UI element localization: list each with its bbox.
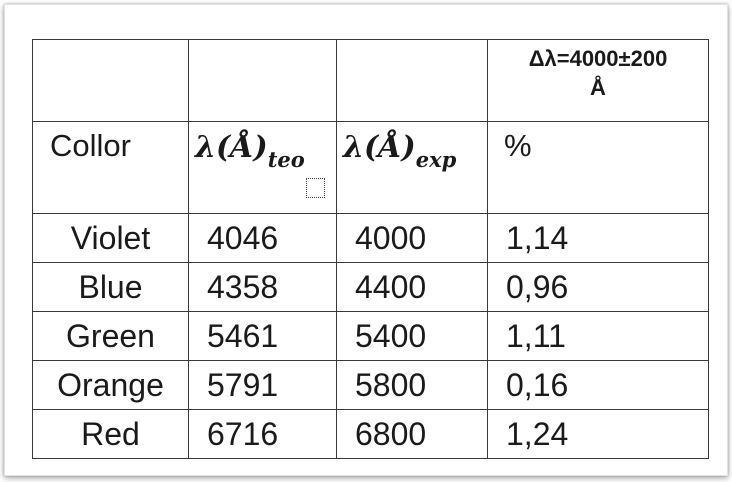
color-cell: Green [32, 311, 189, 361]
exp-cell: 5800 [336, 360, 488, 410]
percent-cell: 1,14 [487, 213, 709, 263]
table-row: Red 6716 6800 1,24 [32, 409, 709, 459]
color-cell: Orange [32, 360, 189, 410]
exp-cell: 4000 [336, 213, 488, 263]
teo-cell: 5791 [188, 360, 337, 410]
column-header-color: Collor [32, 121, 189, 214]
table-row: Violet 4046 4000 1,14 [32, 213, 709, 263]
lambda-teo-symbol: λ(Å) [195, 130, 268, 165]
exp-cell: 6800 [336, 409, 488, 459]
lambda-exp-subscript: exp [415, 147, 457, 172]
lambda-exp-symbol: λ(Å) [343, 130, 416, 165]
teo-cell: 6716 [188, 409, 337, 459]
empty-cell [32, 39, 189, 122]
color-cell: Blue [32, 262, 189, 312]
column-header-percent: % [487, 121, 709, 214]
column-header-lambda-teo: λ(Å)teo [188, 121, 337, 214]
document-frame: Δλ=4000±200 Å Collor λ(Å)teo λ(Å)exp % V… [4, 4, 728, 476]
color-cell: Red [32, 409, 189, 459]
delta-lambda-unit: Å [590, 75, 606, 100]
table-row: Blue 4358 4400 0,96 [32, 262, 709, 312]
empty-cell [336, 39, 488, 122]
teo-cell: 5461 [188, 311, 337, 361]
exp-cell: 4400 [336, 262, 488, 312]
table-header-row: Collor λ(Å)teo λ(Å)exp % [32, 121, 709, 214]
placeholder-box-icon [306, 178, 325, 198]
percent-cell: 1,24 [487, 409, 709, 459]
empty-cell [188, 39, 337, 122]
delta-lambda-text: Δλ=4000±200 [528, 46, 668, 71]
percent-cell: 1,11 [487, 311, 709, 361]
percent-cell: 0,96 [487, 262, 709, 312]
percent-cell: 0,16 [487, 360, 709, 410]
teo-cell: 4046 [188, 213, 337, 263]
column-header-lambda-exp: λ(Å)exp [336, 121, 488, 214]
table-top-row: Δλ=4000±200 Å [32, 39, 709, 122]
teo-cell: 4358 [188, 262, 337, 312]
table-row: Orange 5791 5800 0,16 [32, 360, 709, 410]
color-cell: Violet [32, 213, 189, 263]
table-row: Green 5461 5400 1,11 [32, 311, 709, 361]
spectral-lines-table: Δλ=4000±200 Å Collor λ(Å)teo λ(Å)exp % V… [32, 39, 709, 459]
exp-cell: 5400 [336, 311, 488, 361]
delta-lambda-cell: Δλ=4000±200 Å [487, 39, 709, 122]
lambda-teo-subscript: teo [267, 147, 305, 172]
